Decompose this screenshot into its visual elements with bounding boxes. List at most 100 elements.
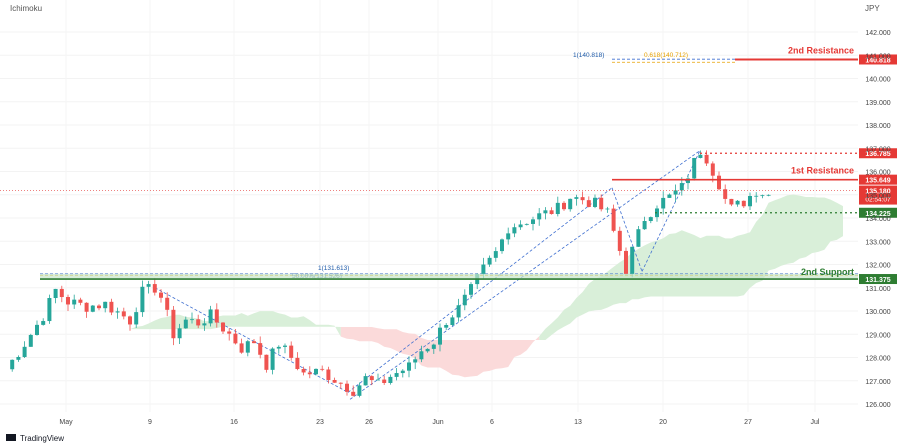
- tradingview-logo[interactable]: TradingView: [6, 434, 64, 443]
- candle-body: [121, 311, 126, 317]
- level-134225-value: 134.225: [865, 211, 890, 218]
- level-2nd-support-value: 131.375: [865, 277, 890, 284]
- cloud-segment: [80, 311, 341, 370]
- candle-body: [568, 198, 573, 210]
- x-tick-label: 23: [316, 419, 324, 426]
- level-1st-resistance-tag: [859, 174, 897, 185]
- candle-body: [16, 356, 21, 360]
- ichimoku-cloud: [80, 194, 843, 378]
- candle-body: [128, 316, 132, 325]
- tradingview-brand: TradingView: [20, 434, 64, 443]
- y-tick-label: 131.000: [865, 286, 890, 293]
- trend-line: [641, 150, 701, 272]
- candle-body: [710, 163, 715, 176]
- currency-label: JPY: [865, 4, 880, 13]
- candle-body: [431, 344, 436, 349]
- candle-body: [754, 195, 759, 197]
- candle-body: [109, 301, 114, 313]
- candle-body: [648, 217, 653, 222]
- candle-body: [165, 297, 170, 310]
- y-tick-label: 135.000: [865, 193, 890, 200]
- y-tick-label: 127.000: [865, 379, 890, 386]
- trend-line: [347, 187, 613, 393]
- y-tick-label: 136.000: [865, 170, 890, 177]
- level-name-2nd-support: 2nd Support: [801, 267, 854, 277]
- candle-body: [667, 194, 672, 198]
- candle-body: [512, 227, 517, 234]
- candle-body: [276, 346, 281, 349]
- y-tick-label: 142.000: [865, 30, 890, 37]
- candle-body: [202, 323, 207, 326]
- candle-body: [481, 264, 486, 275]
- candle-body: [301, 369, 306, 373]
- cloud-segment: [539, 194, 843, 340]
- candle-body: [394, 373, 399, 377]
- y-tick-label: 138.000: [865, 123, 890, 130]
- candle-body: [617, 230, 622, 251]
- candle-body: [53, 288, 58, 299]
- candle-body: [555, 202, 560, 215]
- candle-body: [233, 333, 238, 344]
- y-axis[interactable]: 142.000 141.000 140.000 139.000 138.000 137.0…: [865, 30, 890, 409]
- candle-body: [115, 311, 120, 313]
- candle-body: [35, 324, 39, 335]
- level-name-1st-resistance: 1st Resistance: [791, 166, 854, 176]
- candle-body: [580, 197, 585, 201]
- x-tick-label: 27: [744, 419, 752, 426]
- candle-body: [357, 385, 362, 396]
- candle-body: [78, 299, 83, 303]
- candle-body: [487, 257, 492, 265]
- candle-body: [264, 354, 269, 370]
- y-tick-label: 128.000: [865, 356, 890, 363]
- candle-body: [227, 331, 232, 334]
- candle-body: [605, 208, 610, 210]
- x-tick-label: May: [59, 419, 73, 426]
- y-tick-label: 141.000: [865, 53, 890, 60]
- candle-body: [586, 200, 591, 207]
- candle-body: [438, 327, 442, 345]
- candle-body: [258, 343, 263, 355]
- fib-label-131613: 1(131.613): [318, 265, 349, 272]
- x-axis[interactable]: May 9 16 23 26 Jun 6 13 20 27 Jul: [59, 419, 820, 426]
- candle-body: [531, 219, 535, 224]
- candle-body: [295, 357, 300, 370]
- candle-body: [22, 346, 27, 357]
- candle-body: [363, 376, 368, 386]
- candle-body: [599, 197, 604, 210]
- candle-body: [624, 250, 628, 274]
- candle-body: [72, 299, 77, 305]
- candle-body: [388, 376, 393, 383]
- candle-body: [326, 369, 331, 380]
- level-134225-tag: [859, 207, 897, 218]
- candle-body: [760, 195, 765, 197]
- candle-body: [47, 298, 52, 322]
- candle-body: [450, 317, 455, 326]
- candle-body: [338, 382, 343, 384]
- candle-body: [407, 362, 411, 371]
- candle-body: [537, 213, 542, 220]
- candle-body: [159, 292, 163, 298]
- y-tick-label: 130.000: [865, 309, 890, 316]
- candle-body: [593, 197, 597, 207]
- candle-body: [704, 154, 709, 164]
- candle-body: [766, 194, 771, 196]
- x-tick-label: 16: [230, 419, 238, 426]
- y-tick-label: 129.000: [865, 332, 890, 339]
- candle-body: [630, 246, 635, 274]
- y-tick-label: 126.000: [865, 402, 890, 409]
- y-tick-label: 134.000: [865, 216, 890, 223]
- candle-body: [214, 309, 219, 323]
- candle-body: [549, 210, 554, 215]
- candle-body: [692, 157, 697, 179]
- cloud-segment: [340, 327, 540, 378]
- candle-body: [314, 368, 318, 375]
- candle-body: [661, 197, 666, 209]
- x-tick-label: 26: [365, 419, 373, 426]
- candle-body: [543, 210, 548, 214]
- candle-body: [289, 345, 294, 358]
- candle-body: [369, 376, 374, 381]
- candle-body: [134, 312, 139, 325]
- candle-body: [66, 297, 70, 305]
- candle-body: [59, 288, 64, 298]
- candle-body: [698, 154, 703, 158]
